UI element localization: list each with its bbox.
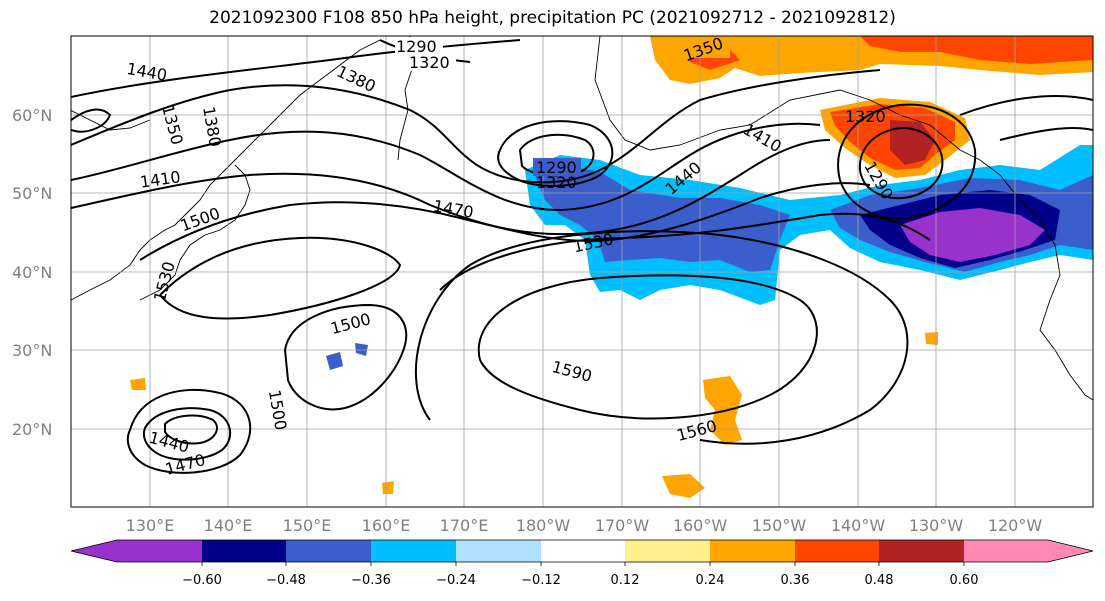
lon-label-160w: 160°W	[673, 516, 728, 535]
height-contours	[71, 39, 1093, 474]
colorbar-swatch-10b	[1048, 540, 1093, 562]
colorbar-outline	[70, 539, 1094, 563]
lon-label-150e: 150°E	[283, 516, 332, 535]
contour-label-1320-ne: 1320	[845, 107, 886, 126]
lat-label-50n: 50°N	[12, 184, 52, 203]
contour-label-bg	[533, 158, 581, 176]
contour-label-bg	[408, 53, 456, 71]
contour-1350	[71, 39, 521, 98]
contour-label-1290-north: 1290	[396, 37, 437, 56]
colorbar-swatch-7	[710, 540, 795, 562]
lon-label-170e: 170°E	[440, 516, 489, 535]
lon-label-120w: 120°W	[988, 516, 1043, 535]
colorbar: −0.60 −0.48 −0.36 −0.24 −0.12 0.12 0.24 …	[70, 539, 1094, 588]
lat-labels: 60°N 50°N 40°N 30°N 20°N	[12, 106, 52, 439]
map-title: 2021092300 F108 850 hPa height, precipit…	[209, 8, 896, 28]
colorbar-swatch-2	[286, 540, 371, 562]
contour-typhoon-inner	[164, 414, 218, 445]
lon-label-170w: 170°W	[595, 516, 650, 535]
coast-japan	[139, 164, 251, 301]
precip-blue-pacific	[535, 165, 790, 272]
colorbar-tick-labels: −0.60 −0.48 −0.36 −0.24 −0.12 0.12 0.24 …	[182, 573, 978, 588]
colorbar-tick-label: 0.48	[865, 573, 894, 588]
contour-nw-low	[71, 108, 112, 133]
contour-label-1290: 1290	[536, 158, 577, 177]
colorbar-swatch-3	[371, 540, 456, 562]
lat-label-40n: 40°N	[12, 263, 52, 282]
contour-1470	[139, 182, 871, 261]
lat-label-60n: 60°N	[12, 106, 52, 125]
contour-low-ne	[837, 103, 977, 220]
lon-labels: 130°E 140°E 150°E 160°E 170°E 180°W 170°…	[126, 516, 1043, 535]
precip-orange-south	[662, 474, 705, 498]
lon-label-160e: 160°E	[362, 516, 411, 535]
contour-label-1320-north: 1320	[409, 53, 450, 72]
contour-1320-ne	[959, 95, 1093, 116]
colorbar-tick-label: −0.60	[182, 573, 222, 588]
map-frame	[70, 35, 1094, 508]
contour-1500-west	[159, 236, 402, 320]
colorbar-ticks	[201, 562, 965, 566]
contour-1500-mid	[283, 303, 408, 411]
lon-label-130e: 130°E	[126, 516, 175, 535]
precip-orange-sw	[382, 481, 394, 494]
colorbar-tick-label: −0.12	[521, 573, 561, 588]
colorbar-tick-label: −0.48	[266, 573, 306, 588]
colorbar-tick-label: 0.12	[611, 573, 640, 588]
lon-label-140e: 140°E	[204, 516, 253, 535]
contour-1560	[415, 230, 909, 445]
lat-label-20n: 20°N	[12, 420, 52, 439]
colorbar-swatch-5	[541, 540, 625, 562]
colorbar-tick-label: −0.24	[436, 573, 476, 588]
colorbar-swatch-0	[71, 540, 117, 562]
precip-orange-west	[130, 378, 146, 390]
lon-label-130w: 130°W	[909, 516, 964, 535]
contour-low-1290	[497, 120, 614, 187]
colorbar-swatch-4	[456, 540, 541, 562]
contour-low-ne-inner	[858, 126, 944, 200]
graticule	[71, 36, 1093, 507]
precip-orange-ca	[925, 332, 938, 345]
colorbar-tick-label: 0.60	[950, 573, 979, 588]
coast-asia	[71, 39, 381, 301]
colorbar-swatch-10	[964, 540, 1048, 562]
coast-north-america	[594, 36, 1093, 401]
colorbar-swatch-9	[879, 540, 964, 562]
colorbar-swatch-6	[625, 540, 710, 562]
precip-blue-patch	[326, 352, 343, 370]
colorbar-tick-label: 0.24	[696, 573, 725, 588]
contour-1380	[71, 69, 881, 184]
colorbar-swatch-1	[202, 540, 286, 562]
precip-darkred-ne	[890, 120, 935, 165]
contour-1590	[477, 274, 818, 420]
lat-label-30n: 30°N	[12, 341, 52, 360]
colorbar-swatch-8	[795, 540, 879, 562]
lon-label-180w: 180°W	[516, 516, 571, 535]
coast-nw	[71, 109, 151, 131]
contour-label-1320: 1320	[536, 173, 577, 192]
colorbar-tick-label: 0.36	[781, 573, 810, 588]
contour-1530	[439, 212, 931, 291]
lon-label-150w: 150°W	[752, 516, 807, 535]
contour-1410	[71, 122, 821, 212]
contour-label-bg	[680, 40, 730, 58]
contour-label-bg	[395, 37, 443, 55]
precip-blue-patch-2	[355, 343, 368, 356]
precip-red-top	[860, 36, 1093, 64]
colorbar-tick-label: −0.36	[351, 573, 391, 588]
colorbar-swatch-0b	[117, 540, 202, 562]
contour-1440-typhoon	[142, 407, 232, 461]
contour-1350-ne	[999, 127, 1093, 141]
contour-1470-typhoon	[126, 388, 252, 474]
precip-shading	[130, 36, 1093, 498]
lon-label-140w: 140°W	[831, 516, 886, 535]
